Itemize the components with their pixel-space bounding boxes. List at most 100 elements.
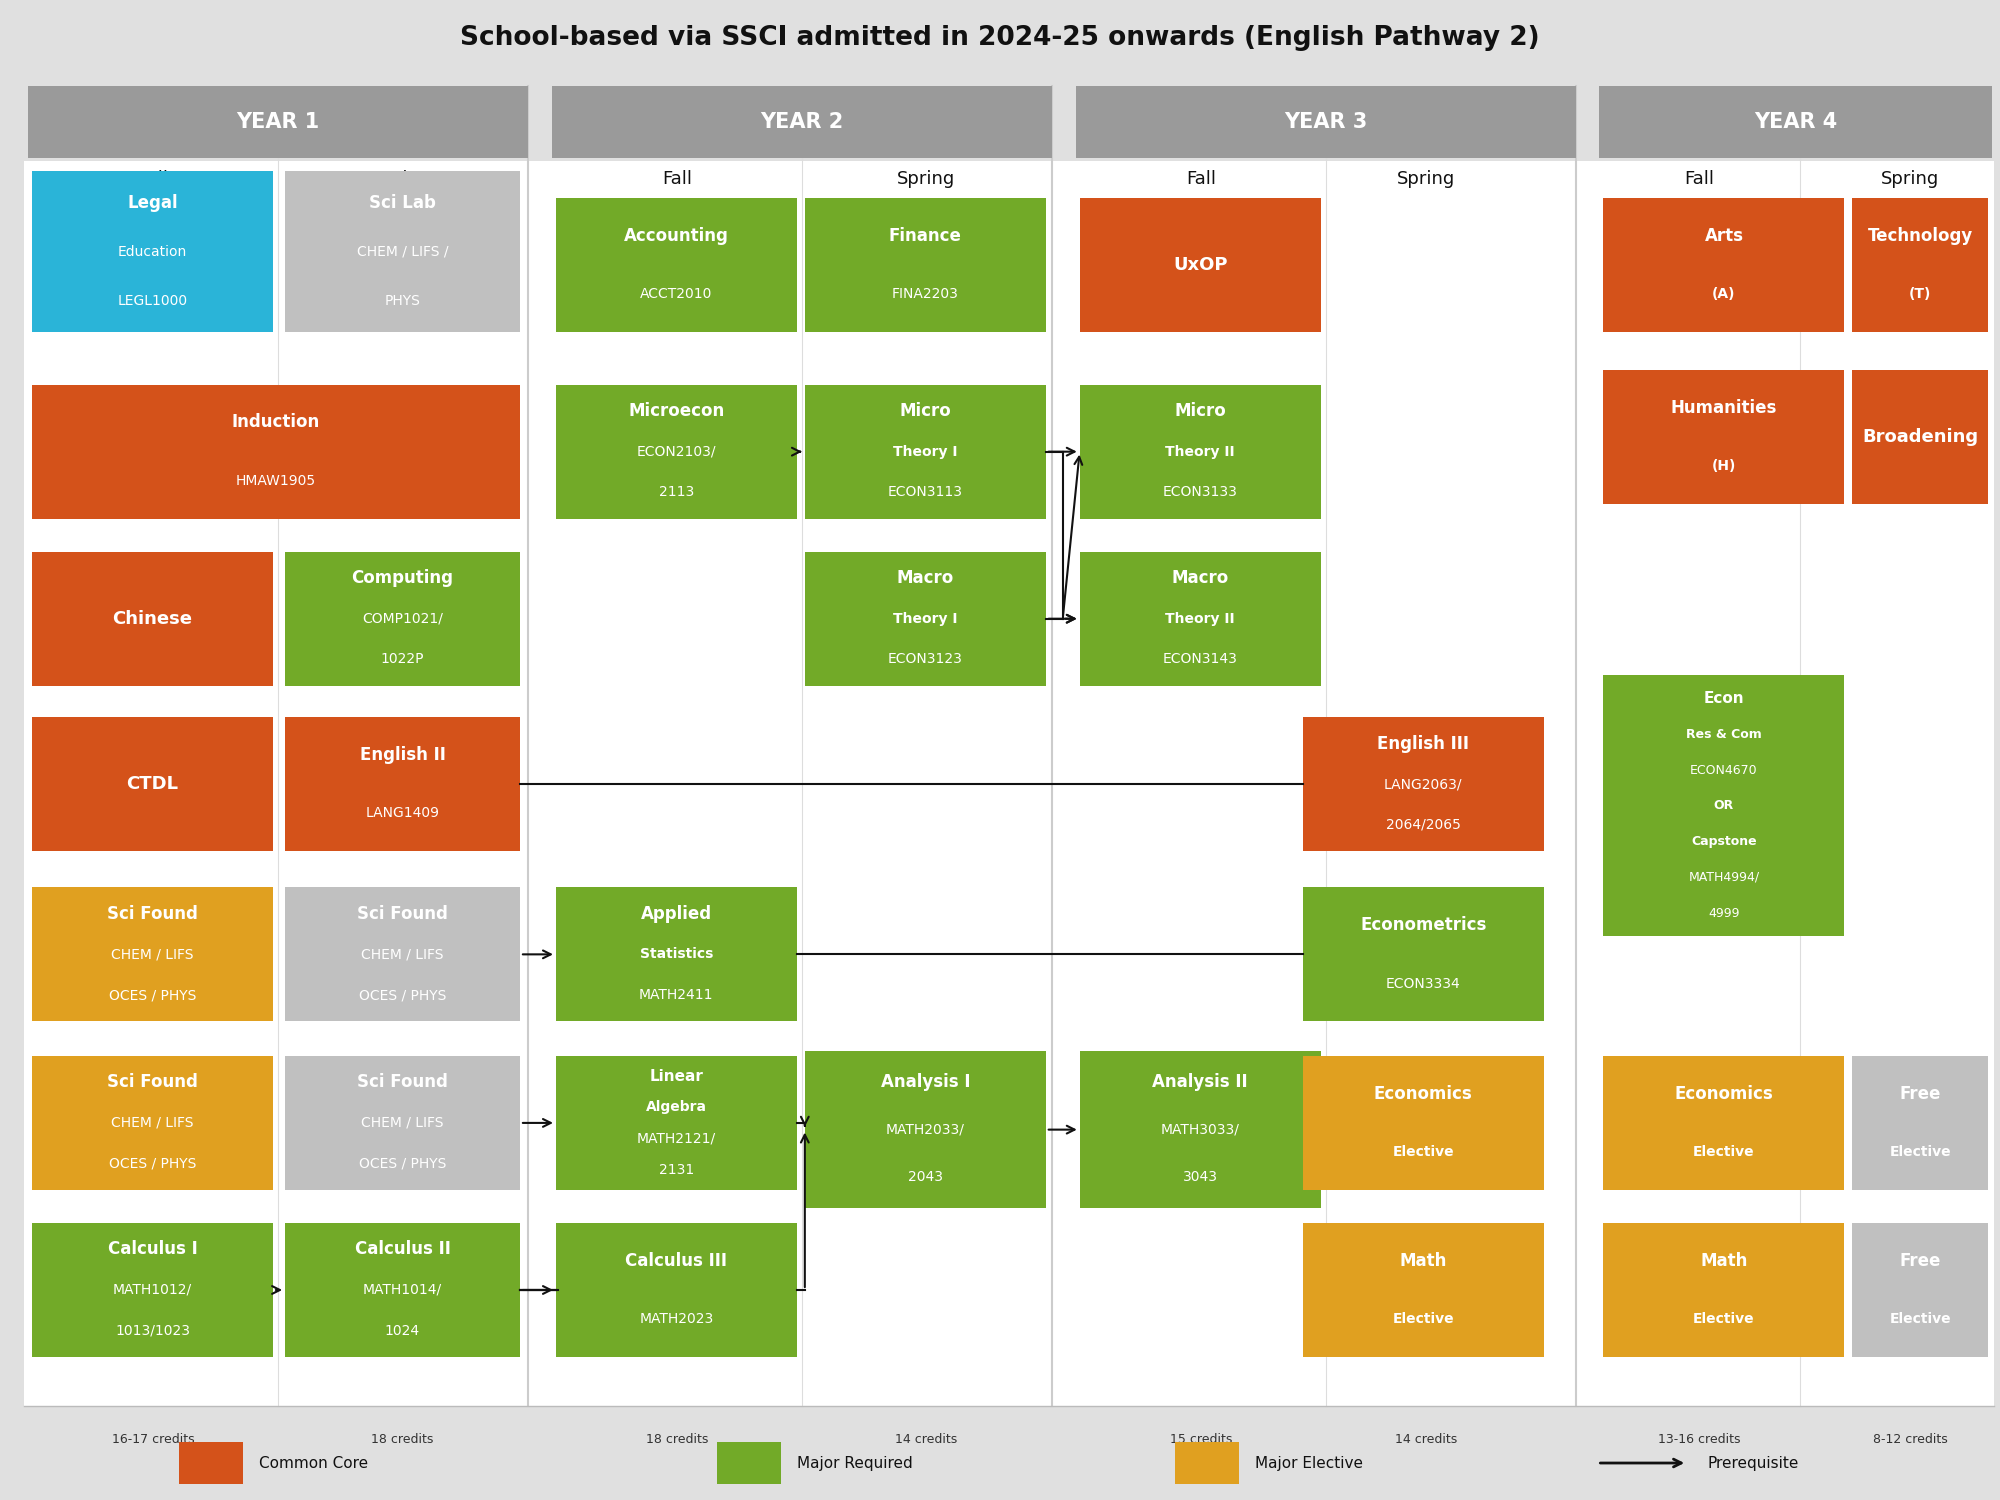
Text: UxOP: UxOP: [1172, 256, 1228, 274]
Bar: [284, 717, 520, 852]
Bar: [32, 717, 274, 852]
Text: Econ: Econ: [1704, 692, 1744, 706]
Bar: [1080, 1052, 1320, 1208]
Text: 18 credits: 18 credits: [646, 1432, 708, 1446]
Text: COMP1021/: COMP1021/: [362, 612, 442, 626]
Text: Legal: Legal: [128, 194, 178, 211]
Bar: [1852, 1056, 1988, 1190]
Text: Math: Math: [1400, 1252, 1446, 1270]
Text: Arts: Arts: [1704, 226, 1744, 244]
Bar: [1176, 1442, 1240, 1484]
Text: Sci Found: Sci Found: [108, 904, 198, 922]
Text: MATH2411: MATH2411: [640, 988, 714, 1002]
Text: HMAW1905: HMAW1905: [236, 474, 316, 488]
Bar: [804, 198, 1046, 333]
Text: Economics: Economics: [1374, 1084, 1472, 1102]
Text: Microecon: Microecon: [628, 402, 724, 420]
Text: (A): (A): [1712, 288, 1736, 302]
Text: LANG2063/: LANG2063/: [1384, 777, 1462, 792]
Text: Fall: Fall: [1186, 170, 1216, 188]
Text: MATH2023: MATH2023: [640, 1312, 714, 1326]
Text: ACCT2010: ACCT2010: [640, 288, 712, 302]
Text: Fall: Fall: [138, 170, 168, 188]
Text: MATH1014/: MATH1014/: [362, 1282, 442, 1298]
Text: PHYS: PHYS: [384, 294, 420, 307]
Bar: [1080, 384, 1320, 519]
Text: Elective: Elective: [1890, 1144, 1950, 1160]
Text: CHEM / LIFS: CHEM / LIFS: [112, 1116, 194, 1130]
Bar: [284, 552, 520, 686]
Bar: [284, 1056, 520, 1190]
Text: MATH2033/: MATH2033/: [886, 1122, 964, 1137]
Text: CHEM / LIFS: CHEM / LIFS: [112, 948, 194, 962]
Text: 4999: 4999: [1708, 906, 1740, 920]
Text: Micro: Micro: [900, 402, 952, 420]
Text: (T): (T): [1908, 288, 1932, 302]
Bar: [24, 160, 1994, 1407]
Bar: [1302, 886, 1544, 1022]
Bar: [28, 86, 528, 158]
Bar: [1600, 86, 1992, 158]
Text: Technology: Technology: [1868, 226, 1972, 244]
Text: ECON2103/: ECON2103/: [636, 444, 716, 459]
Text: Calculus III: Calculus III: [626, 1252, 728, 1270]
Text: 18 credits: 18 credits: [372, 1432, 434, 1446]
Text: ECON3143: ECON3143: [1162, 652, 1238, 666]
Text: LANG1409: LANG1409: [366, 807, 440, 820]
Text: Theory II: Theory II: [1166, 444, 1234, 459]
Text: Linear: Linear: [650, 1068, 704, 1083]
Bar: [804, 1052, 1046, 1208]
Text: 14 credits: 14 credits: [1396, 1432, 1458, 1446]
Text: Calculus II: Calculus II: [354, 1240, 450, 1258]
Text: 1024: 1024: [384, 1323, 420, 1338]
Text: Accounting: Accounting: [624, 226, 728, 244]
Text: MATH2121/: MATH2121/: [636, 1131, 716, 1146]
Bar: [718, 1442, 780, 1484]
Text: 1013/1023: 1013/1023: [116, 1323, 190, 1338]
Text: Fall: Fall: [662, 170, 692, 188]
Text: CTDL: CTDL: [126, 776, 178, 794]
Text: Analysis I: Analysis I: [880, 1072, 970, 1090]
Bar: [1604, 675, 1844, 936]
Text: OCES / PHYS: OCES / PHYS: [358, 988, 446, 1002]
Text: FINA2203: FINA2203: [892, 288, 958, 302]
Bar: [1604, 369, 1844, 504]
Text: 2131: 2131: [658, 1162, 694, 1176]
Text: Sci Lab: Sci Lab: [370, 194, 436, 211]
Text: YEAR 3: YEAR 3: [1284, 112, 1368, 132]
Text: English III: English III: [1378, 735, 1470, 753]
Bar: [1302, 1056, 1544, 1190]
Bar: [1604, 198, 1844, 333]
Text: Statistics: Statistics: [640, 948, 714, 962]
Bar: [804, 552, 1046, 686]
Text: 15 credits: 15 credits: [1170, 1432, 1232, 1446]
Text: Humanities: Humanities: [1670, 399, 1778, 417]
Text: CHEM / LIFS /: CHEM / LIFS /: [356, 244, 448, 260]
Text: Micro: Micro: [1174, 402, 1226, 420]
Text: Macro: Macro: [896, 568, 954, 586]
Text: Theory II: Theory II: [1166, 612, 1234, 626]
Text: Calculus I: Calculus I: [108, 1240, 198, 1258]
Text: Theory I: Theory I: [894, 444, 958, 459]
Bar: [32, 1222, 274, 1358]
Text: Major Elective: Major Elective: [1254, 1455, 1362, 1470]
Text: (H): (H): [1712, 459, 1736, 472]
Bar: [32, 1056, 274, 1190]
Text: Spring: Spring: [1882, 170, 1940, 188]
Text: 14 credits: 14 credits: [896, 1432, 958, 1446]
Bar: [556, 886, 796, 1022]
Text: CHEM / LIFS: CHEM / LIFS: [362, 1116, 444, 1130]
Text: Applied: Applied: [640, 904, 712, 922]
Text: MATH3033/: MATH3033/: [1160, 1122, 1240, 1137]
Text: Finance: Finance: [888, 226, 962, 244]
Text: Econometrics: Econometrics: [1360, 916, 1486, 934]
Text: MATH1012/: MATH1012/: [112, 1282, 192, 1298]
Text: 8-12 credits: 8-12 credits: [1872, 1432, 1948, 1446]
Text: Sci Found: Sci Found: [358, 904, 448, 922]
Text: Elective: Elective: [1392, 1144, 1454, 1160]
Text: 1022P: 1022P: [380, 652, 424, 666]
Text: MATH4994/: MATH4994/: [1688, 871, 1760, 883]
Text: 2064/2065: 2064/2065: [1386, 818, 1460, 833]
Text: Free: Free: [1900, 1084, 1940, 1102]
Text: Elective: Elective: [1392, 1312, 1454, 1326]
